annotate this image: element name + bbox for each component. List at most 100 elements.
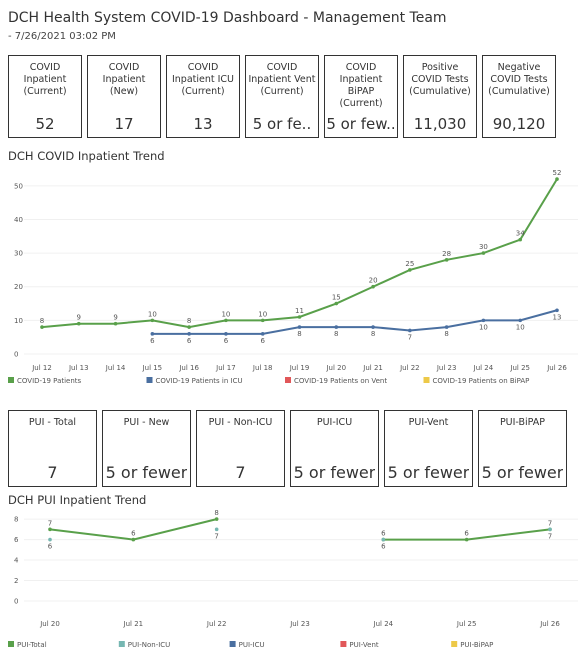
x-tick-label: Jul 16 (178, 364, 199, 372)
point (224, 332, 228, 336)
kpi-card: PUI-Vent 5 or fewer (384, 410, 473, 487)
x-tick-label: Jul 26 (539, 620, 560, 628)
kpi-value: 7 (235, 463, 246, 482)
value-label: 10 (221, 310, 230, 318)
value-label: 6 (131, 530, 136, 538)
value-label: 6 (260, 337, 265, 345)
kpi-row: PUI - Total 7 PUI - New 5 or fewer PUI - Non… (8, 410, 567, 487)
x-tick-label: Jul 20 (39, 620, 60, 628)
point (260, 318, 265, 323)
kpi-card: COVID Inpatient ICU (Current) 13 (166, 55, 240, 138)
y-tick-label: 0 (14, 598, 18, 606)
kpi-value: 13 (193, 115, 213, 133)
kpi-label: COVID Inpatient (Current) (23, 62, 67, 97)
y-tick-label: 4 (14, 557, 19, 565)
value-label: 10 (479, 323, 488, 331)
point (48, 527, 52, 532)
kpi-card: PUI - New 5 or fewer (102, 410, 191, 487)
kpi-value: 90,120 (492, 115, 546, 133)
point (518, 237, 523, 242)
y-tick-label: 50 (14, 182, 23, 190)
value-label: 11 (295, 307, 304, 315)
point (334, 301, 339, 306)
kpi-row: COVID Inpatient (Current) 52 COVID Inpatie… (8, 55, 556, 138)
value-label: 9 (113, 314, 117, 322)
y-tick-label: 0 (14, 351, 18, 359)
point (408, 328, 412, 333)
point (214, 527, 219, 532)
y-tick-label: 20 (14, 283, 23, 291)
value-label: 8 (334, 330, 338, 338)
value-label: 7 (48, 519, 52, 527)
point (224, 318, 228, 323)
x-tick-label: Jul 21 (362, 364, 383, 372)
kpi-value: 7 (47, 463, 58, 482)
point (40, 325, 44, 329)
x-tick-label: Jul 12 (31, 364, 52, 372)
x-tick-label: Jul 17 (215, 364, 236, 372)
legend-label: PUI-Total (17, 641, 47, 649)
value-label: 8 (297, 330, 301, 338)
title: DCH Health System COVID-19 Dashboard - M… (8, 10, 447, 26)
y-tick-label: 2 (14, 577, 18, 585)
chart: 0 2 4 6 8 Jul 20 Jul 21 Jul 22 Jul 23 Jul 24 Jul 2… (8, 509, 578, 649)
kpi-card: COVID Inpatient BiPAP (Current) 5 or few.… (324, 55, 398, 138)
point (297, 315, 302, 319)
point (260, 332, 265, 336)
point (481, 318, 486, 323)
legend-swatch (423, 377, 430, 383)
kpi-label: PUI - New (123, 417, 170, 428)
x-tick-label: Jul 13 (68, 364, 89, 372)
point (548, 527, 552, 532)
value-label: 7 (548, 532, 552, 540)
point (381, 537, 386, 542)
x-tick-label: Jul 24 (373, 620, 394, 628)
legend-label: COVID-19 Patients on BiPAP (433, 377, 530, 385)
kpi-label: PUI-Vent (408, 417, 449, 428)
kpi-label: COVID Inpatient BiPAP (Current) (339, 62, 383, 109)
point (187, 332, 191, 336)
value-label: 15 (332, 294, 341, 302)
value-label: 8 (444, 330, 448, 338)
point (444, 325, 449, 329)
value-label: 6 (187, 337, 192, 345)
kpi-card: Positive COVID Tests (Cumulative) 11,030 (403, 55, 477, 138)
legend-swatch (340, 641, 347, 647)
legend-swatch (146, 377, 153, 383)
legend-swatch (118, 641, 125, 647)
point (150, 332, 155, 336)
value-label: 10 (148, 310, 157, 318)
value-label: 6 (48, 543, 53, 551)
x-tick-label: Jul 23 (436, 364, 457, 372)
point (131, 537, 136, 542)
point (444, 258, 449, 262)
kpi-label: COVID Inpatient (New) (102, 62, 146, 97)
point (334, 325, 339, 329)
value-label: 30 (479, 243, 488, 251)
y-tick-label: 8 (14, 516, 18, 524)
series-line (152, 309, 558, 335)
kpi-label: PUI-ICU (316, 417, 353, 428)
kpi-value: 17 (114, 115, 134, 133)
point (371, 325, 375, 329)
value-label: 13 (553, 313, 562, 321)
x-tick-label: Jul 20 (325, 364, 346, 372)
value-label: 34 (516, 230, 525, 238)
y-tick-label: 10 (14, 317, 23, 325)
value-label: 7 (548, 519, 552, 527)
x-tick-label: Jul 15 (142, 364, 163, 372)
kpi-label: COVID Inpatient Vent (Current) (248, 62, 316, 97)
x-tick-label: Jul 25 (456, 620, 477, 628)
legend-swatch (8, 377, 14, 383)
x-tick-label: Jul 22 (206, 620, 227, 628)
kpi-card: PUI - Non-ICU 7 (196, 410, 285, 487)
legend-swatch (8, 641, 14, 647)
value-label: 10 (258, 310, 267, 318)
value-label: 8 (371, 330, 375, 338)
x-tick-label: Jul 23 (289, 620, 310, 628)
x-tick-label: Jul 14 (105, 364, 126, 372)
point (518, 318, 523, 323)
value-label: 6 (381, 530, 386, 538)
kpi-card: COVID Inpatient (New) 17 (87, 55, 161, 138)
